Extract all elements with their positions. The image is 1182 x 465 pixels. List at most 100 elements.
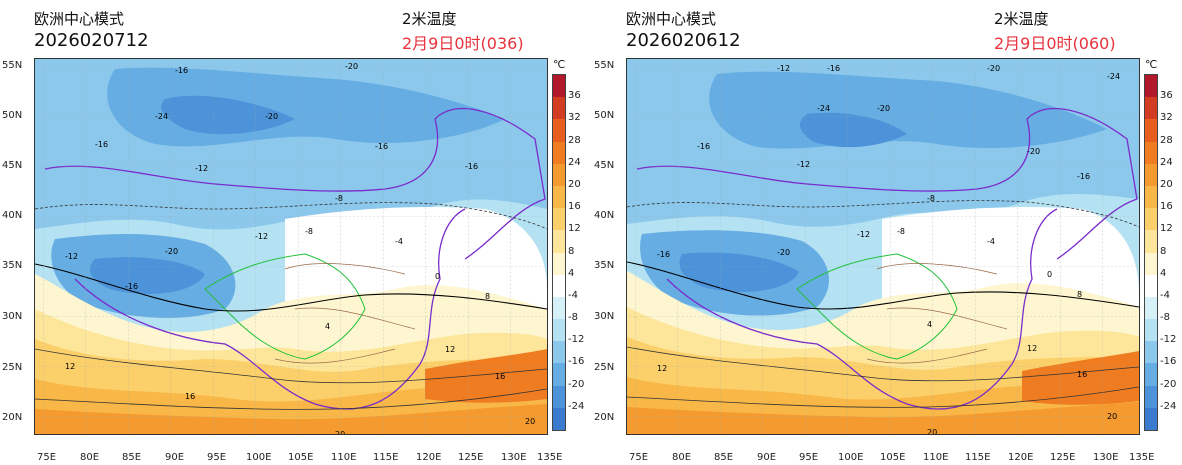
colorbar-segment xyxy=(1145,363,1157,386)
colorbar-segment xyxy=(1145,141,1157,164)
svg-text:-12: -12 xyxy=(857,230,870,239)
colorbar-segment xyxy=(1145,97,1157,120)
svg-text:0: 0 xyxy=(1047,270,1052,279)
svg-text:-20: -20 xyxy=(165,247,178,256)
lat-label: 20N xyxy=(2,412,23,423)
map-svg: -12 -16 -20 -24 -24 -20 -16 -12 -20 -16 … xyxy=(627,59,1139,434)
lon-label: 90E xyxy=(165,452,185,463)
svg-text:-20: -20 xyxy=(1027,147,1040,156)
svg-text:16: 16 xyxy=(185,392,195,401)
svg-text:-16: -16 xyxy=(465,162,478,171)
colorbar-segment xyxy=(1145,385,1157,408)
map-panel-right: 欧洲中心模式 2026020612 2米温度 2月9日0时(060) xyxy=(592,0,1176,465)
lon-label: 135E xyxy=(1129,452,1155,463)
colorbar-tick-label: -16 xyxy=(568,356,585,368)
svg-text:-16: -16 xyxy=(95,140,108,149)
svg-text:-24: -24 xyxy=(817,104,830,113)
colorbar-segment xyxy=(1145,185,1157,209)
colorbar-segment xyxy=(553,97,565,120)
svg-text:-16: -16 xyxy=(657,250,670,259)
svg-text:8: 8 xyxy=(1077,290,1082,299)
colorbar-tick-label: -24 xyxy=(568,400,585,412)
lon-label: 80E xyxy=(672,452,692,463)
variable-title: 2米温度 xyxy=(994,10,1049,28)
lon-label: 85E xyxy=(122,452,142,463)
colorbar-unit: ℃ xyxy=(1145,58,1158,71)
colorbar-tick-label: -12 xyxy=(568,334,585,346)
lat-label: 45N xyxy=(2,160,23,171)
lon-label: 110E xyxy=(923,452,949,463)
colorbar-tick-label: 4 xyxy=(1160,267,1167,279)
colorbar-tick-label: 24 xyxy=(568,156,581,168)
lon-label: 75E xyxy=(629,452,649,463)
colorbar-segment xyxy=(553,252,565,275)
lat-label: 40N xyxy=(594,210,615,221)
contour-labels: -12 -16 -20 -24 -24 -20 -16 -12 -20 -16 … xyxy=(657,64,1120,434)
lat-label: 45N xyxy=(594,160,615,171)
svg-text:-12: -12 xyxy=(65,252,78,261)
lon-label: 85E xyxy=(714,452,734,463)
colorbar-segment xyxy=(553,230,565,253)
colorbar-segment xyxy=(1145,274,1157,297)
init-time: 2026020612 xyxy=(626,30,741,51)
colorbar-tick-label: -12 xyxy=(1160,334,1177,346)
colorbar-segment xyxy=(553,296,565,320)
lat-label: 25N xyxy=(594,362,615,373)
lat-label: 30N xyxy=(594,311,615,322)
colorbar-tick-label: 16 xyxy=(1160,201,1173,213)
lon-label: 105E xyxy=(880,452,906,463)
svg-text:-16: -16 xyxy=(697,142,710,151)
svg-text:20: 20 xyxy=(1107,412,1117,421)
contour-labels: -16 -20 -24 -20 -16 -12 -16 -16 -8 -12 -… xyxy=(65,62,535,434)
colorbar-segment xyxy=(1145,163,1157,186)
svg-text:-12: -12 xyxy=(777,64,790,73)
colorbar-tick-label: 4 xyxy=(568,267,575,279)
init-time: 2026020712 xyxy=(34,30,149,51)
colorbar-tick-label: 16 xyxy=(568,201,581,213)
colorbar-segment xyxy=(1145,296,1157,320)
svg-text:-16: -16 xyxy=(175,66,188,75)
lon-label: 100E xyxy=(246,452,272,463)
svg-text:-8: -8 xyxy=(927,194,935,203)
lat-label: 55N xyxy=(2,60,23,71)
colorbar-tick-label: 28 xyxy=(568,134,581,146)
colorbar-segment xyxy=(1145,75,1157,98)
svg-text:20: 20 xyxy=(335,430,345,434)
svg-text:16: 16 xyxy=(495,372,505,381)
colorbar-segment xyxy=(1145,407,1157,430)
colorbar-unit: ℃ xyxy=(553,58,566,71)
lon-label: 135E xyxy=(537,452,563,463)
lon-label: 95E xyxy=(207,452,227,463)
colorbar-tick-label: 36 xyxy=(568,90,581,102)
colorbar-tick-label: 20 xyxy=(568,178,581,190)
colorbar-segment xyxy=(1145,341,1157,364)
colorbar-segment xyxy=(1145,230,1157,253)
svg-text:4: 4 xyxy=(325,322,330,331)
temperature-map: -16 -20 -24 -20 -16 -12 -16 -16 -8 -12 -… xyxy=(34,58,548,435)
colorbar-segment xyxy=(1145,252,1157,275)
svg-text:-8: -8 xyxy=(305,227,313,236)
colorbar-tick-label: -20 xyxy=(1160,378,1177,390)
lon-label: 95E xyxy=(799,452,819,463)
colorbar-segment xyxy=(553,319,565,342)
lon-label: 125E xyxy=(458,452,484,463)
svg-text:12: 12 xyxy=(65,362,75,371)
valid-time: 2月9日0时(060) xyxy=(994,34,1116,53)
lat-label: 35N xyxy=(594,260,615,271)
colorbar-tick-label: 12 xyxy=(568,223,581,235)
lat-label: 40N xyxy=(2,210,23,221)
svg-text:-20: -20 xyxy=(777,248,790,257)
colorbar-tick-label: 20 xyxy=(1160,178,1173,190)
svg-text:-20: -20 xyxy=(345,62,358,71)
svg-text:-16: -16 xyxy=(1077,172,1090,181)
colorbar xyxy=(1144,74,1158,431)
colorbar-tick-label: 24 xyxy=(1160,156,1173,168)
colorbar-tick-label: 8 xyxy=(568,245,575,257)
colorbar-segment xyxy=(553,341,565,364)
colorbar-segment xyxy=(553,119,565,142)
lon-label: 110E xyxy=(331,452,357,463)
lat-label: 50N xyxy=(2,110,23,121)
colorbar-tick-label: -8 xyxy=(1160,312,1170,324)
lat-label: 30N xyxy=(2,311,23,322)
colorbar-segment xyxy=(553,385,565,408)
